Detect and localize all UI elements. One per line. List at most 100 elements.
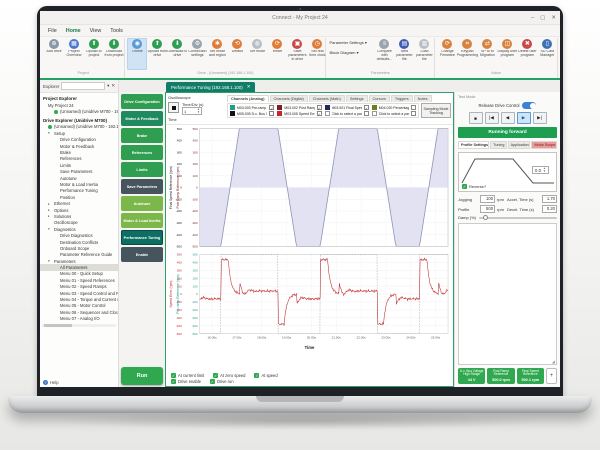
ribbon-button[interactable]: ▣ Save parameters in drive: [288, 39, 307, 61]
setup-step-button[interactable]: Drive Configuration: [121, 94, 163, 109]
menu-item[interactable]: File: [48, 27, 57, 34]
sampling-mode-button[interactable]: Sampling Mode Tracking: [421, 103, 451, 118]
expand-icon[interactable]: ▾: [48, 227, 50, 232]
tree-item[interactable]: (Unnamed) (Unidrive M700 - 192.168.1.100…: [40, 108, 118, 114]
tree-item[interactable]: Brake: [60, 150, 71, 156]
tree-item[interactable]: Menu 05 - Motor Control: [60, 303, 106, 309]
profile-value-spinner[interactable]: 0.0 ▲ ▼: [531, 166, 549, 174]
menu-item[interactable]: Tools: [110, 27, 123, 34]
scope-channel[interactable]: Click to select a parameter: [371, 111, 416, 116]
tree-item[interactable]: Menu 04 - Torque and Current control: [60, 297, 118, 303]
tree-item[interactable]: ▸ Solutions: [48, 213, 72, 219]
setup-step-button[interactable]: Performance Tuning: [121, 230, 163, 245]
expand-icon[interactable]: ▾: [48, 259, 50, 264]
channel-checkbox[interactable]: [411, 105, 416, 110]
channel-tab[interactable]: Channels (Digital): [269, 95, 308, 102]
add-watch-tile-button[interactable]: +: [546, 367, 557, 384]
setup-step-button[interactable]: Enable: [121, 247, 163, 262]
tree-item[interactable]: Menu 07 - Analog I/O: [60, 316, 100, 322]
tree-item[interactable]: My Project 24: [48, 102, 74, 108]
scope-channel[interactable]: M03.003 Pre-ramp Reference ✓: [230, 105, 275, 111]
accel-time-input[interactable]: 1.70: [542, 195, 557, 203]
transport-button[interactable]: ▶|: [532, 112, 547, 124]
ribbon-button[interactable]: Block Diagram ▾: [329, 50, 359, 55]
ribbon-button[interactable]: ⬇ Download to drive: [167, 39, 188, 57]
tree-item[interactable]: Drive Diagnostics: [60, 233, 93, 239]
watch-tile[interactable]: Post Ramp Reference 500.0 rpm: [487, 367, 515, 384]
spinner-arrows-icon[interactable]: ▲ ▼: [543, 166, 546, 173]
profile-speed-input[interactable]: 500: [480, 205, 496, 213]
channel-checkbox[interactable]: ✓: [363, 105, 369, 111]
setup-step-button[interactable]: Save Parameters: [121, 179, 163, 194]
tree-item[interactable]: Oscilloscope: [54, 220, 78, 226]
tree-item[interactable]: ▾ Setup: [48, 130, 65, 136]
menu-item[interactable]: Home: [65, 27, 81, 34]
ribbon-button[interactable]: ⌗ Keypad Programming: [456, 39, 479, 57]
tree-item[interactable]: Menu 00 - Quick Setup: [60, 271, 103, 277]
channel-tab[interactable]: Settings: [345, 95, 368, 102]
tree-item[interactable]: All Parameters: [40, 264, 118, 271]
ribbon-button[interactable]: ◍ Set mode: [249, 39, 266, 53]
reverse-checkbox[interactable]: ✓ Reverse?: [462, 184, 487, 189]
scope-channel[interactable]: M03.005 Speed Error ✓: [277, 111, 322, 117]
menu-item[interactable]: View: [89, 27, 102, 34]
run-button[interactable]: Run: [121, 367, 163, 385]
release-drive-control-toggle[interactable]: [522, 102, 537, 109]
tree-item[interactable]: Motor & Feedback: [60, 143, 95, 149]
slider-knob[interactable]: [483, 214, 489, 220]
ribbon-button[interactable]: ⟳ Change Firmware: [439, 39, 455, 57]
tree-item[interactable]: Drive Configuration: [60, 137, 96, 143]
tree-item[interactable]: (Unnamed) (Unidrive M700 - 192.168.1.100…: [40, 124, 118, 130]
tree-item[interactable]: Menu 06 - Sequencer and Clock: [60, 309, 118, 315]
resize-grip-icon[interactable]: ◢: [551, 358, 555, 364]
ribbon-button[interactable]: ⬇ Download from project: [104, 39, 124, 57]
ribbon-button[interactable]: ⚙ Connection settings: [188, 39, 207, 57]
explorer-search-input[interactable]: [61, 82, 106, 90]
profile-tab[interactable]: Motor Scope: [531, 141, 557, 149]
tree-item[interactable]: Parameter Reference Guide: [60, 252, 113, 258]
notes-box[interactable]: ◢: [458, 223, 557, 365]
tree-item[interactable]: Menu 02 - Speed Ramps: [60, 284, 107, 290]
channel-checkbox[interactable]: [269, 111, 275, 116]
watch-tile[interactable]: Final Speed Reference 500.1 rpm: [516, 367, 544, 384]
expand-icon[interactable]: ▸: [48, 208, 50, 213]
ribbon-button[interactable]: ⟳ Reset: [272, 39, 283, 53]
tree-item[interactable]: Limits: [60, 162, 71, 168]
channel-checkbox[interactable]: ✓: [269, 105, 275, 111]
scrollbar-thumb[interactable]: [44, 323, 72, 327]
tree-item[interactable]: Onboard Scope: [60, 245, 90, 251]
ribbon-button[interactable]: ✖ Delete user program: [518, 39, 537, 57]
setup-step-button[interactable]: References: [121, 145, 163, 160]
tree-item[interactable]: ▾ Diagnostics: [48, 226, 76, 232]
ribbon-button[interactable]: ⬆ Upload to project: [86, 39, 102, 57]
channel-tab[interactable]: Channels (Math): [308, 95, 345, 102]
horizontal-scrollbar[interactable]: [42, 323, 116, 327]
close-button[interactable]: ✕: [551, 14, 556, 21]
scope-channel[interactable]: M05.005 D.c. Bus Voltage: [230, 111, 275, 116]
channel-checkbox[interactable]: ✓: [316, 111, 322, 117]
watch-tile[interactable]: D.c. Bus Voltage High Range 44 V: [458, 367, 486, 384]
profile-tab[interactable]: Tuning: [490, 141, 507, 149]
profile-tab[interactable]: Application: [507, 141, 531, 149]
ribbon-button[interactable]: Parameter Settings ▾: [329, 40, 367, 45]
ribbon-button[interactable]: ▥ Load parameter file: [416, 39, 433, 61]
scope-channel[interactable]: M04.020 Percentage Load: [371, 105, 416, 110]
channel-tab[interactable]: Cursors: [368, 95, 390, 102]
tree-item[interactable]: Destination Conflicts: [60, 239, 99, 245]
transport-button[interactable]: |◀: [484, 112, 499, 124]
minimize-button[interactable]: –: [531, 14, 535, 21]
scope-channel[interactable]: M03.001 Final Speed Reference ✓: [324, 105, 369, 111]
tree-item[interactable]: Position: [60, 194, 75, 200]
tree-item[interactable]: Save Parameters: [60, 169, 93, 175]
timediv-spinner[interactable]: 1 ▲ ▼: [182, 107, 202, 115]
tree-item[interactable]: ▸ Ethernet: [48, 201, 70, 207]
scope-channel[interactable]: M03.002 Post Ramp Reference ✓: [277, 105, 322, 111]
channel-tab[interactable]: Triggers: [390, 95, 413, 102]
tree-item[interactable]: References: [60, 156, 82, 162]
decel-time-input[interactable]: 0.20: [542, 205, 557, 213]
ribbon-button[interactable]: ▦ Project Overview: [66, 39, 82, 57]
tab-close-icon[interactable]: ✕: [246, 84, 251, 89]
tab-performance-tuning[interactable]: Performance Tuning (192.168.1.100) ✕: [166, 82, 256, 92]
ribbon-button[interactable]: ⟲ Default: [231, 39, 244, 53]
ribbon-button[interactable]: ◷ Set real time clock: [309, 39, 326, 57]
